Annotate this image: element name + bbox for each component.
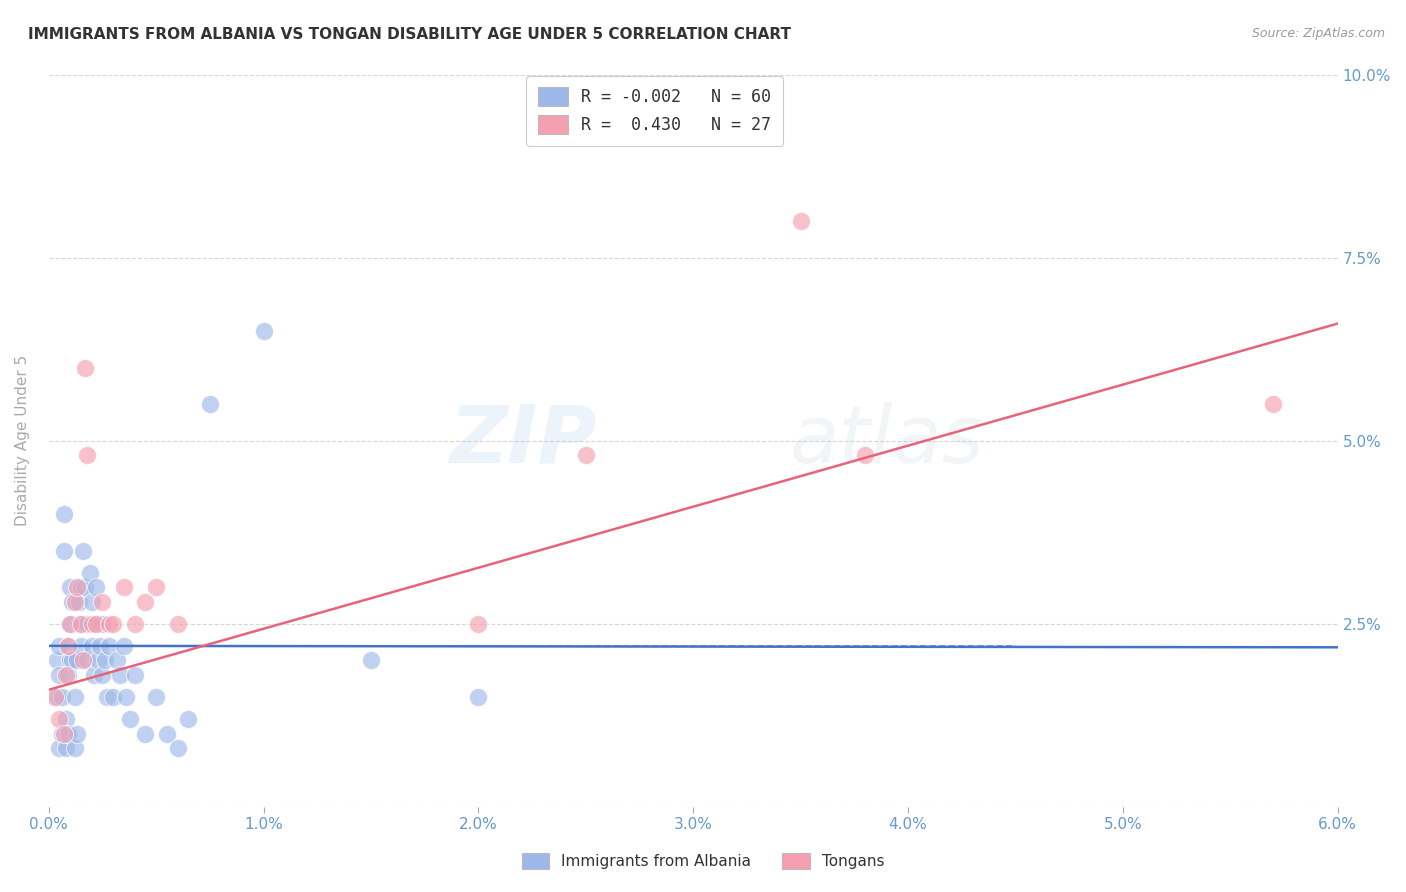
Point — [52, 727, 75, 741]
Point — [467, 616, 489, 631]
Point — [60, 653, 83, 667]
Point — [46, 690, 69, 705]
Text: ZIP: ZIP — [449, 401, 596, 480]
Point — [853, 449, 876, 463]
Point — [1263, 397, 1285, 411]
Point — [134, 727, 156, 741]
Point — [575, 449, 598, 463]
Point — [56, 639, 79, 653]
Point — [789, 214, 811, 228]
Point — [56, 668, 79, 682]
Point — [52, 543, 75, 558]
Point — [108, 668, 131, 682]
Point — [70, 616, 93, 631]
Point — [52, 507, 75, 521]
Point — [124, 668, 146, 682]
Point — [156, 727, 179, 741]
Point — [120, 712, 142, 726]
Point — [115, 690, 138, 705]
Point — [107, 653, 129, 667]
Point — [67, 595, 90, 609]
Point — [66, 727, 89, 741]
Legend: R = -0.002   N = 60, R =  0.430   N = 27: R = -0.002 N = 60, R = 0.430 N = 27 — [526, 76, 783, 145]
Point — [63, 741, 86, 756]
Point — [91, 616, 114, 631]
Point — [75, 360, 97, 375]
Point — [360, 653, 382, 667]
Point — [252, 324, 274, 338]
Point — [80, 639, 103, 653]
Point — [56, 727, 79, 741]
Point — [44, 690, 66, 705]
Point — [134, 595, 156, 609]
Point — [67, 616, 90, 631]
Point — [103, 690, 125, 705]
Legend: Immigrants from Albania, Tongans: Immigrants from Albania, Tongans — [516, 847, 890, 875]
Point — [63, 690, 86, 705]
Point — [63, 595, 86, 609]
Point — [93, 653, 115, 667]
Point — [84, 616, 107, 631]
Point — [75, 580, 97, 594]
Point — [72, 653, 94, 667]
Point — [97, 639, 120, 653]
Point — [97, 616, 120, 631]
Point — [48, 712, 70, 726]
Point — [79, 566, 101, 580]
Point — [59, 616, 82, 631]
Point — [76, 449, 98, 463]
Point — [76, 653, 98, 667]
Point — [70, 639, 93, 653]
Point — [59, 653, 82, 667]
Point — [80, 616, 103, 631]
Point — [87, 653, 110, 667]
Point — [66, 580, 89, 594]
Text: Source: ZipAtlas.com: Source: ZipAtlas.com — [1251, 27, 1385, 40]
Point — [48, 668, 70, 682]
Point — [112, 580, 135, 594]
Point — [80, 595, 103, 609]
Point — [51, 690, 73, 705]
Point — [166, 741, 188, 756]
Point — [66, 653, 89, 667]
Point — [103, 616, 125, 631]
Point — [198, 397, 221, 411]
Point — [55, 712, 77, 726]
Point — [166, 616, 188, 631]
Point — [89, 639, 111, 653]
Y-axis label: Disability Age Under 5: Disability Age Under 5 — [15, 355, 30, 526]
Point — [467, 690, 489, 705]
Point — [145, 580, 167, 594]
Point — [56, 639, 79, 653]
Point — [83, 668, 105, 682]
Point — [48, 639, 70, 653]
Point — [177, 712, 200, 726]
Point — [91, 668, 114, 682]
Point — [60, 595, 83, 609]
Point — [59, 616, 82, 631]
Point — [55, 668, 77, 682]
Point — [59, 580, 82, 594]
Point — [46, 653, 69, 667]
Point — [51, 727, 73, 741]
Text: atlas: atlas — [790, 401, 984, 480]
Text: IMMIGRANTS FROM ALBANIA VS TONGAN DISABILITY AGE UNDER 5 CORRELATION CHART: IMMIGRANTS FROM ALBANIA VS TONGAN DISABI… — [28, 27, 792, 42]
Point — [112, 639, 135, 653]
Point — [84, 616, 107, 631]
Point — [55, 741, 77, 756]
Point — [76, 616, 98, 631]
Point — [145, 690, 167, 705]
Point — [48, 741, 70, 756]
Point — [124, 616, 146, 631]
Point — [96, 690, 118, 705]
Point — [72, 543, 94, 558]
Point — [91, 595, 114, 609]
Point — [70, 580, 93, 594]
Point — [84, 580, 107, 594]
